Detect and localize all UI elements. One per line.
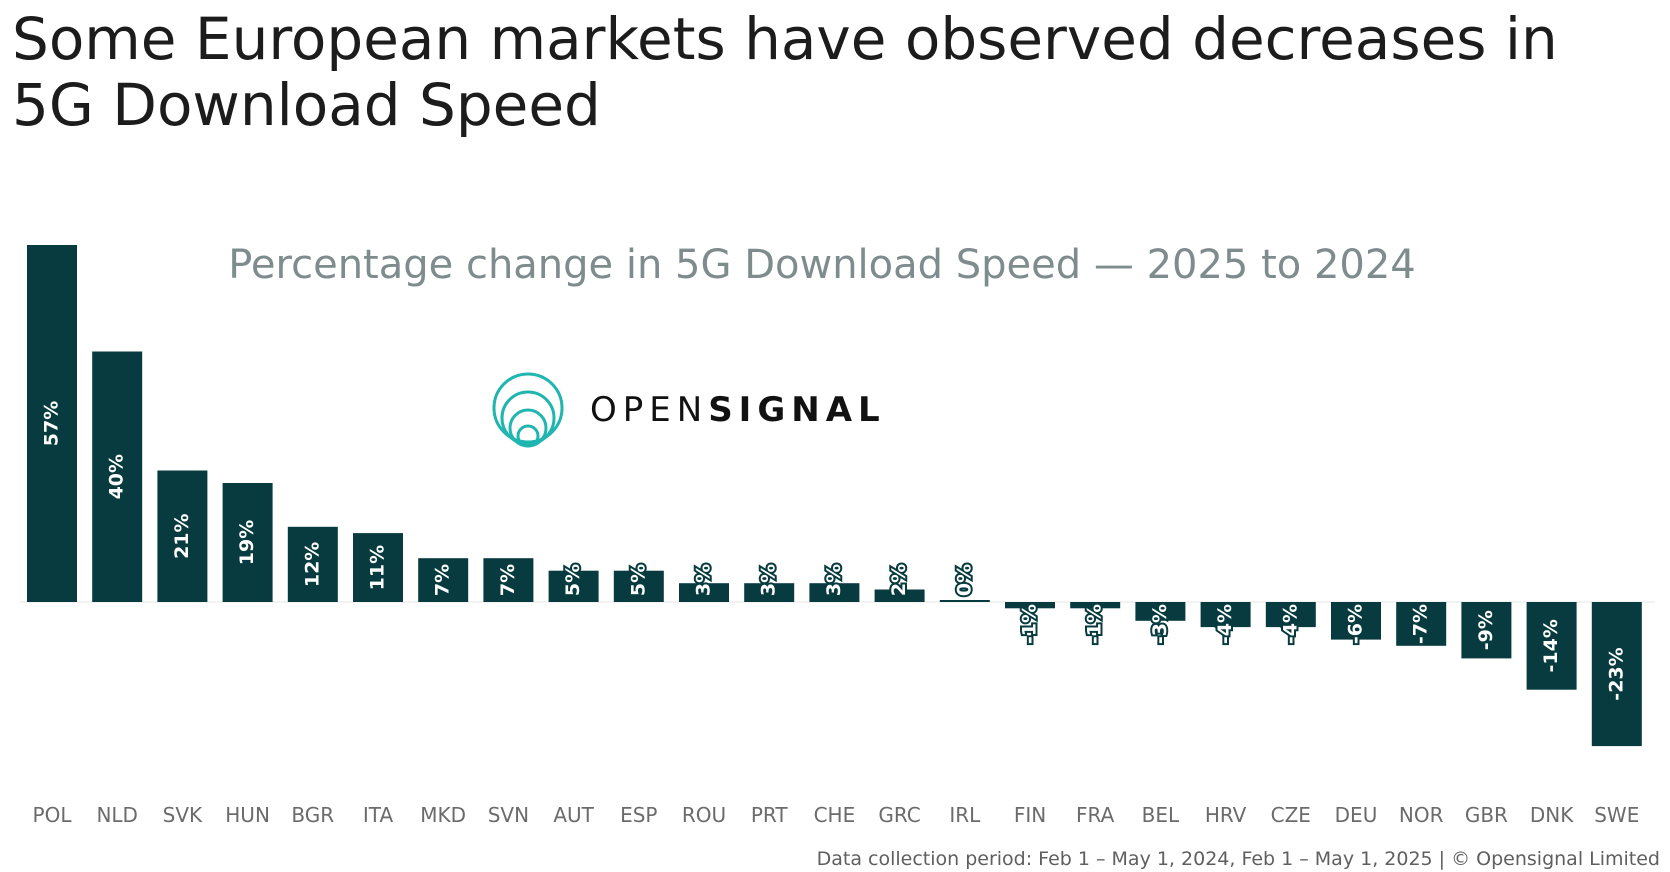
x-tick-swe: SWE (1594, 803, 1639, 827)
value-label-irl: 0% (953, 564, 975, 596)
x-tick-grc: GRC (878, 803, 920, 827)
value-label-prt: 3% (758, 564, 780, 596)
value-label-swe: -23% (1605, 647, 1627, 700)
x-tick-prt: PRT (751, 803, 789, 827)
value-label-esp: 5% (627, 564, 649, 596)
page-title: Some European markets have observed decr… (12, 5, 1558, 139)
value-label-svn: 7% (497, 564, 519, 596)
bar-swe (1591, 602, 1642, 747)
x-tick-rou: ROU (682, 803, 726, 827)
value-label-hun: 19% (236, 520, 258, 565)
value-label-aut: 5% (562, 564, 584, 596)
bar-nld (92, 351, 143, 602)
value-label-bel: -3% (1149, 604, 1171, 644)
chart-subtitle: Percentage change in 5G Download Speed —… (228, 242, 1416, 288)
value-label-cze: -4% (1279, 604, 1301, 644)
value-label-nld: 40% (106, 454, 128, 499)
x-tick-dnk: DNK (1530, 803, 1574, 827)
value-label-fra: -1% (1084, 604, 1106, 644)
value-label-fin: -1% (1019, 604, 1041, 644)
bar-mkd (418, 558, 469, 602)
value-label-grc: 2% (888, 564, 910, 596)
x-tick-bgr: BGR (291, 803, 334, 827)
x-axis-ticks: POL NLD SVK HUN BGR ITA MKD SVN AUT ESP ROU PRT CHE G… (33, 803, 1640, 827)
bar-aut (548, 570, 599, 602)
opensignal-logo-icon (492, 372, 564, 448)
bar-svk (157, 470, 208, 602)
x-tick-gbr: GBR (1465, 803, 1508, 827)
bar-nor (1396, 602, 1447, 646)
x-tick-nor: NOR (1399, 803, 1444, 827)
bar-hun (222, 483, 273, 602)
value-label-deu: -6% (1345, 604, 1367, 644)
value-label-rou: 3% (693, 564, 715, 596)
value-label-gbr: -9% (1475, 610, 1497, 650)
value-label-dnk: -14% (1540, 619, 1562, 672)
opensignal-logo: OPENSIGNAL (492, 372, 886, 448)
bar-che (809, 583, 860, 602)
x-tick-hun: HUN (225, 803, 270, 827)
bar-fra (1070, 602, 1121, 609)
bar-rou (679, 583, 729, 602)
bar-bel (1135, 602, 1186, 621)
x-tick-mkd: MKD (420, 803, 466, 827)
value-label-mkd: 7% (432, 564, 454, 596)
x-tick-bel: BEL (1142, 803, 1180, 827)
x-tick-svn: SVN (488, 803, 529, 827)
value-label-nor: -7% (1410, 604, 1432, 644)
value-label-ita: 11% (367, 545, 389, 590)
bar-pol (27, 245, 77, 602)
value-label-pol: 57% (41, 401, 63, 446)
x-tick-irl: IRL (949, 803, 981, 827)
x-tick-deu: DEU (1335, 803, 1378, 827)
x-tick-aut: AUT (553, 803, 594, 827)
bar-grc (874, 589, 925, 602)
x-tick-nld: NLD (96, 803, 138, 827)
bar-gbr (1461, 602, 1512, 659)
x-tick-che: CHE (814, 803, 856, 827)
bar-deu (1331, 602, 1381, 640)
bar-cze (1265, 602, 1316, 628)
x-tick-cze: CZE (1271, 803, 1311, 827)
x-tick-pol: POL (33, 803, 73, 827)
data-collection-note: Data collection period: Feb 1 – May 1, 2… (817, 848, 1660, 870)
value-label-bgr: 12% (301, 542, 323, 587)
bar-svn (483, 558, 534, 602)
x-tick-hrv: HRV (1205, 803, 1247, 827)
x-tick-fra: FRA (1076, 803, 1115, 827)
value-label-hrv: -4% (1214, 604, 1236, 644)
opensignal-wordmark: OPENSIGNAL (590, 390, 886, 430)
x-tick-ita: ITA (363, 803, 394, 827)
bar-dnk (1526, 602, 1577, 690)
bar-prt (744, 583, 795, 602)
bar-esp (613, 570, 664, 602)
value-label-svk: 21% (171, 513, 193, 558)
bar-ita (353, 533, 403, 602)
bar-fin (1005, 602, 1055, 609)
bar-hrv (1200, 602, 1251, 628)
x-tick-svk: SVK (163, 803, 203, 827)
bars-group: 57% 40% 21% 19% 12% 11% 7% 7% 5% 5% 3% 3% 3% 2% 0% -1% -… (27, 245, 1642, 747)
x-tick-esp: ESP (620, 803, 657, 827)
bar-irl (939, 600, 990, 602)
bar-bgr (287, 526, 338, 602)
value-label-che: 3% (823, 564, 845, 596)
x-tick-fin: FIN (1014, 803, 1046, 827)
